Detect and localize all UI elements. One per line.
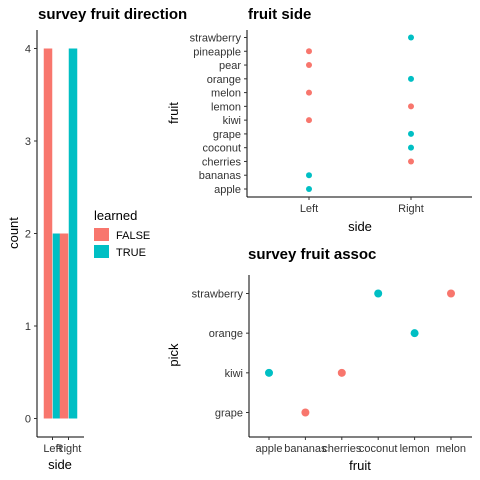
fruit-side-x-tick-label: Right — [398, 203, 424, 215]
fruit-side-point-left-pineapple — [306, 48, 312, 55]
fruit-assoc-x-tick-label: melon — [436, 443, 466, 455]
bar-chart-y-tick-label: 2 — [25, 229, 31, 241]
fruit-assoc-title: survey fruit assoc — [248, 246, 376, 263]
fruit-assoc-x-tick-label: apple — [256, 443, 283, 455]
bar-chart-bars — [43, 48, 78, 419]
fruit-assoc-x-tick-label: bananas — [284, 443, 327, 455]
fruit-side-point-left-pear — [306, 62, 312, 69]
bar-chart-x-tick-label: Right — [56, 443, 82, 455]
fruit-assoc-x-tick-label: lemon — [400, 443, 430, 455]
fruit-side-point-left-bananas — [306, 172, 312, 179]
fruit-assoc-point-lemon-orange — [410, 329, 419, 338]
fruit-side-y-tick-label: pear — [219, 60, 241, 72]
fruit-assoc-point-melon-strawberry — [447, 289, 455, 298]
bar-chart-x-title: side — [48, 457, 72, 472]
fruit-side-y-tick-label: grape — [213, 129, 241, 141]
legend-swatch-true — [94, 245, 109, 258]
bar-left-false — [43, 48, 53, 419]
fruit-side-point-right-orange — [408, 75, 414, 82]
fruit-assoc-y-ticks: grape kiwi orange strawberry — [192, 289, 249, 420]
fruit-side-y-tick-label: lemon — [211, 101, 241, 113]
fruit-side-point-left-apple — [306, 186, 312, 192]
fruit-assoc-point-apple-kiwi — [265, 368, 273, 377]
bar-chart-x-tick-label: Left — [43, 443, 61, 455]
fruit-assoc-point-bananas-grape — [301, 408, 310, 417]
fruit-side-point-right-strawberry — [408, 34, 414, 41]
bar-chart-y-tick-label: 3 — [25, 136, 31, 148]
fruit-assoc-y-tick-label: grape — [215, 408, 243, 420]
bar-chart-y-tick-label: 0 — [25, 414, 31, 426]
fruit-side-y-tick-label: pineapple — [193, 46, 241, 58]
bar-left-true — [52, 233, 62, 419]
fruit-assoc-x-tick-label: coconut — [359, 443, 398, 455]
fruit-side-y-tick-label: coconut — [202, 143, 241, 155]
fruit-side-x-tick-label: Left — [300, 203, 318, 215]
fruit-side-y-tick-label: orange — [207, 74, 241, 86]
fruit-side-point-left-kiwi — [306, 117, 312, 124]
fruit-side-y-tick-label: bananas — [199, 170, 242, 182]
fruit-side-point-left-melon — [306, 89, 312, 96]
fruit-assoc-panel: survey fruit assoc grape kiwi orange strawb… — [166, 246, 472, 473]
fruit-assoc-point-coconut-strawberry — [374, 289, 383, 298]
fruit-side-y-tick-label: strawberry — [190, 33, 242, 45]
fruit-side-x-title: side — [348, 219, 372, 234]
fruit-side-y-title: fruit — [166, 102, 181, 124]
bar-chart-y-tick-label: 1 — [25, 321, 31, 333]
bar-chart-y-title: count — [6, 217, 21, 249]
fruit-assoc-y-tick-label: kiwi — [225, 368, 243, 380]
fruit-assoc-y-tick-label: strawberry — [192, 289, 244, 301]
fruit-assoc-x-title: fruit — [349, 458, 371, 473]
fruit-side-title: fruit side — [248, 6, 311, 23]
fruit-assoc-y-tick-label: orange — [209, 328, 243, 340]
fruit-side-point-right-coconut — [408, 144, 414, 151]
fruit-side-point-right-grape — [408, 130, 414, 137]
fruit-side-y-tick-label: cherries — [202, 156, 242, 168]
fruit-assoc-y-title: pick — [166, 343, 181, 367]
fruit-side-y-tick-label: apple — [214, 184, 241, 196]
fruit-assoc-point-cherries-kiwi — [337, 368, 346, 377]
legend-label-false: FALSE — [116, 230, 150, 242]
fruit-side-y-tick-label: kiwi — [223, 115, 241, 127]
fruit-assoc-points — [265, 289, 455, 417]
bar-chart-y-ticks: 0 1 2 3 4 — [25, 44, 37, 426]
bar-chart-y-tick-label: 4 — [25, 44, 31, 56]
legend-label-true: TRUE — [116, 247, 146, 259]
fruit-side-point-right-lemon — [408, 103, 414, 110]
legend: learned FALSE TRUE — [94, 208, 150, 259]
legend-swatch-false — [94, 228, 109, 241]
bar-right-false — [59, 233, 69, 419]
fruit-assoc-x-tick-label: cherries — [322, 443, 362, 455]
fruit-side-y-tick-label: melon — [211, 88, 241, 100]
legend-title: learned — [94, 208, 137, 223]
bar-right-true — [68, 48, 78, 419]
fruit-side-points — [306, 34, 414, 192]
bar-chart-title: survey fruit direction — [38, 6, 187, 23]
fruit-side-point-right-cherries — [408, 158, 414, 165]
fruit-side-x-ticks: Left Right — [300, 197, 424, 215]
